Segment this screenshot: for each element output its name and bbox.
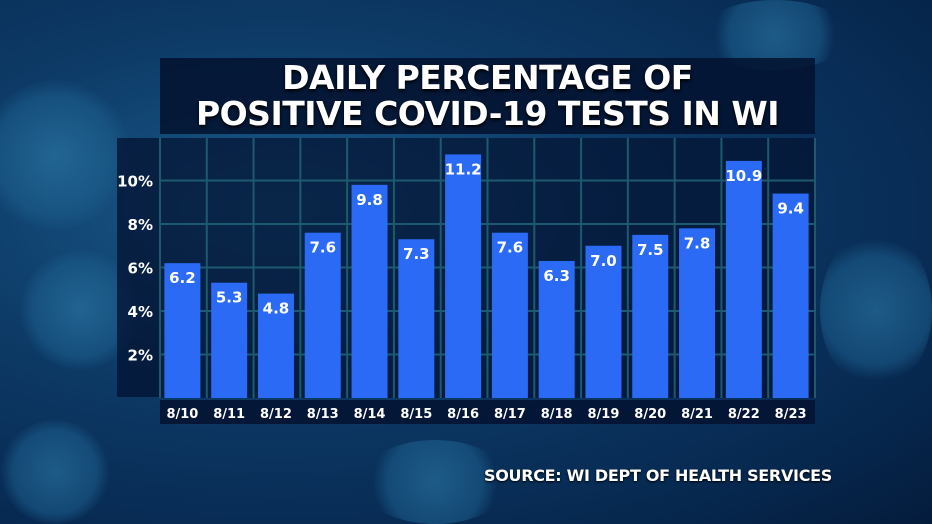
- x-tick-label: 8/16: [447, 407, 479, 422]
- x-tick-label: 8/15: [400, 407, 432, 422]
- bar-value-label: 4.8: [263, 300, 290, 318]
- bar-value-label: 6.2: [169, 269, 196, 287]
- source-note: SOURCE: WI DEPT OF HEALTH SERVICES: [483, 466, 832, 485]
- x-axis-panel: [160, 400, 815, 424]
- x-tick-label: 8/10: [166, 407, 198, 422]
- bar: [679, 228, 716, 398]
- virus-decoration: [820, 230, 932, 390]
- bar-value-label: 11.2: [445, 160, 482, 178]
- x-tick-label: 8/21: [681, 407, 713, 422]
- bar: [445, 154, 482, 398]
- bar-value-label: 9.8: [356, 191, 383, 209]
- bar: [491, 232, 528, 398]
- bar: [164, 263, 201, 398]
- bar: [211, 282, 248, 398]
- y-axis-panel: [117, 138, 160, 397]
- y-tick-label: 8%: [128, 216, 153, 234]
- chart-title-line-1: DAILY PERCENTAGE OF: [282, 58, 693, 97]
- x-tick-label: 8/19: [588, 407, 620, 422]
- y-tick-label: 10%: [117, 173, 153, 191]
- bar: [585, 245, 622, 398]
- bar-value-label: 7.6: [497, 239, 524, 257]
- x-tick-label: 8/18: [541, 407, 573, 422]
- bar-value-label: 7.0: [590, 252, 617, 270]
- bar: [725, 160, 762, 398]
- bar: [538, 260, 575, 398]
- x-tick-label: 8/12: [260, 407, 292, 422]
- bar: [257, 293, 294, 398]
- bar-value-label: 9.4: [777, 200, 804, 218]
- bar: [351, 184, 388, 398]
- x-tick-label: 8/14: [354, 407, 386, 422]
- bar-value-label: 6.3: [543, 267, 570, 285]
- bar-value-label: 7.5: [637, 241, 664, 259]
- x-tick-label: 8/23: [775, 407, 807, 422]
- y-tick-label: 6%: [128, 260, 153, 278]
- chart-title: DAILY PERCENTAGE OF POSITIVE COVID-19 TE…: [160, 58, 815, 134]
- bar: [772, 193, 809, 398]
- chart-title-line-2: POSITIVE COVID-19 TESTS IN WI: [195, 94, 780, 133]
- bar-value-label: 7.3: [403, 245, 430, 263]
- virus-decoration: [360, 440, 510, 524]
- y-tick-label: 2%: [128, 347, 153, 365]
- x-tick-label: 8/17: [494, 407, 526, 422]
- bar-value-label: 7.8: [684, 234, 711, 252]
- bar-value-label: 5.3: [216, 289, 243, 307]
- bar-value-label: 7.6: [309, 239, 336, 257]
- bar: [304, 232, 341, 398]
- bar: [398, 239, 435, 398]
- y-tick-label: 4%: [128, 303, 153, 321]
- x-tick-label: 8/20: [634, 407, 666, 422]
- bar-value-label: 10.9: [725, 167, 762, 185]
- bar: [632, 234, 669, 398]
- virus-decoration: [0, 420, 110, 524]
- x-tick-label: 8/11: [213, 407, 245, 422]
- x-tick-label: 8/22: [728, 407, 760, 422]
- x-tick-label: 8/13: [307, 407, 339, 422]
- virus-decoration: [0, 80, 130, 230]
